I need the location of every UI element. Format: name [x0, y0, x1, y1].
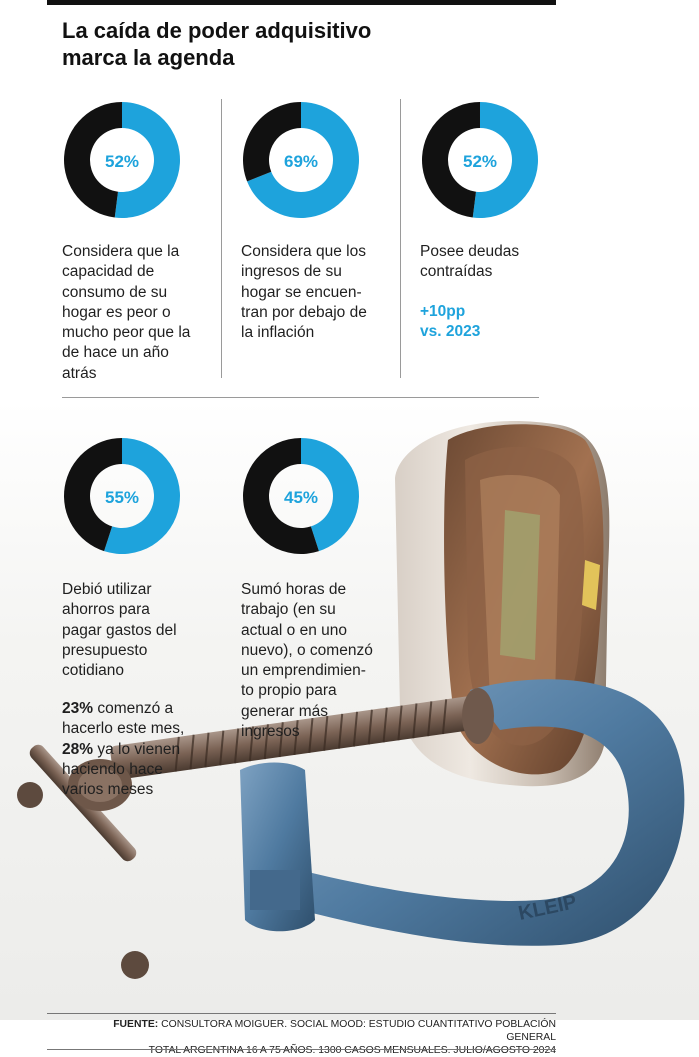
- note-text: hacerlo este mes,: [62, 720, 185, 738]
- donut-percent-label: 45%: [284, 488, 318, 507]
- description-line: cotidiano: [62, 662, 125, 680]
- note-line: hacerlo este mes,: [62, 719, 222, 739]
- description-line: ingresos: [241, 723, 300, 741]
- donut-percent-label: 55%: [105, 488, 139, 507]
- note-text: comenzó a: [93, 700, 174, 717]
- description-line: contraídas: [420, 263, 493, 281]
- wallet-clamp-illustration: KLEIP: [0, 400, 699, 1020]
- description-line: de hace un año: [62, 344, 169, 362]
- note-line: 28% ya lo vienen: [62, 740, 222, 760]
- description-line: mucho peor que la: [62, 324, 191, 342]
- description-line: nuevo), o comenzó: [241, 641, 373, 659]
- donut-percent-label: 52%: [105, 152, 139, 171]
- note-highlight: 28%: [62, 740, 94, 758]
- note-text: haciendo hace: [62, 760, 163, 778]
- note-text: varios meses: [62, 781, 154, 799]
- description-line: pagar gastos del: [62, 621, 177, 639]
- description-line: Posee deudas: [420, 243, 520, 260]
- donut-remainder-segment: [243, 102, 301, 182]
- description-line: Debió utilizar: [62, 581, 152, 598]
- savings-note: 23% comenzó a hacerlo este mes, 28% ya l…: [62, 699, 222, 800]
- donut-value-segment: [247, 102, 359, 218]
- title-line-2: marca la agenda: [62, 45, 235, 70]
- source-line-2: TOTAL ARGENTINA 16 A 75 AÑOS. 1300 CASOS…: [148, 1045, 556, 1056]
- donut-remainder-segment: [63, 102, 122, 218]
- top-rule: [47, 0, 556, 5]
- page-title: La caída de poder adquisitivo marca la a…: [62, 17, 502, 71]
- description-line: actual o en uno: [241, 621, 348, 639]
- description-line: to propio para: [241, 682, 337, 700]
- footer-rule: [47, 1013, 556, 1014]
- description-line: capacidad de: [62, 263, 155, 281]
- description-line: ingresos de su: [241, 263, 342, 281]
- source-label: FUENTE:: [113, 1019, 159, 1030]
- stat-description-4: Debió utilizar ahorros para pagar gastos…: [62, 580, 212, 681]
- donut-value-segment: [104, 438, 180, 554]
- description-line: generar más: [241, 702, 329, 720]
- donut-value-segment: [114, 102, 180, 218]
- highlight-line: vs. 2023: [420, 323, 481, 341]
- stat-description-5: Sumó horas de trabajo (en su actual o en…: [241, 580, 401, 742]
- description-line: tran por debajo de: [241, 303, 367, 321]
- note-line: varios meses: [62, 780, 222, 800]
- note-text: ya lo vienen: [93, 740, 181, 758]
- donut-chart-5: 45%: [243, 438, 359, 554]
- donut-chart-4: 55%: [63, 438, 180, 554]
- source-line-1: FUENTE: CONSULTORA MOIGUER. SOCIAL MOOD:…: [96, 1018, 556, 1044]
- stat-description-2: Considera que los ingresos de su hogar s…: [241, 242, 391, 343]
- description-line: Sumó horas de: [241, 581, 347, 598]
- source-text: CONSULTORA MOIGUER. SOCIAL MOOD: ESTUDIO…: [158, 1019, 556, 1043]
- donut-percent-label: 52%: [463, 152, 497, 171]
- note-line: 23% comenzó a: [62, 699, 222, 719]
- column-divider: [400, 99, 401, 378]
- description-line: Considera que la: [62, 243, 180, 260]
- description-line: consumo de su: [62, 283, 168, 301]
- footer-bottom-rule: [47, 1049, 556, 1050]
- donut-chart-2: 69%: [243, 102, 359, 218]
- highlight-change: +10pp vs. 2023: [420, 302, 480, 343]
- note-highlight: 23%: [62, 700, 94, 717]
- donut-chart-3: 52%: [421, 102, 538, 218]
- title-line-1: La caída de poder adquisitivo: [62, 18, 372, 43]
- highlight-line: +10pp: [420, 303, 466, 320]
- description-line: la inflación: [241, 324, 315, 342]
- description-line: ahorros para: [62, 601, 150, 619]
- stat-description-1: Considera que la capacidad de consumo de…: [62, 242, 212, 384]
- donut-chart-1: 52%: [63, 102, 180, 218]
- description-line: trabajo (en su: [241, 601, 336, 619]
- description-line: Considera que los: [241, 243, 366, 260]
- donut-value-segment: [472, 102, 538, 218]
- donut-remainder-segment: [63, 438, 122, 552]
- column-divider: [221, 99, 222, 378]
- description-line: un emprendimien-: [241, 662, 366, 680]
- row-divider: [62, 397, 539, 398]
- description-line: presupuesto: [62, 641, 148, 659]
- description-line: atrás: [62, 364, 97, 382]
- donut-value-segment: [301, 438, 359, 552]
- description-line: hogar se encuen-: [241, 283, 362, 301]
- stat-description-3: Posee deudas contraídas: [420, 242, 550, 283]
- source-credit: FUENTE: CONSULTORA MOIGUER. SOCIAL MOOD:…: [96, 1018, 556, 1057]
- donut-remainder-segment: [421, 102, 480, 218]
- description-line: hogar es peor o: [62, 303, 171, 321]
- note-line: haciendo hace: [62, 760, 222, 780]
- donut-remainder-segment: [243, 438, 319, 554]
- donut-percent-label: 69%: [284, 152, 318, 171]
